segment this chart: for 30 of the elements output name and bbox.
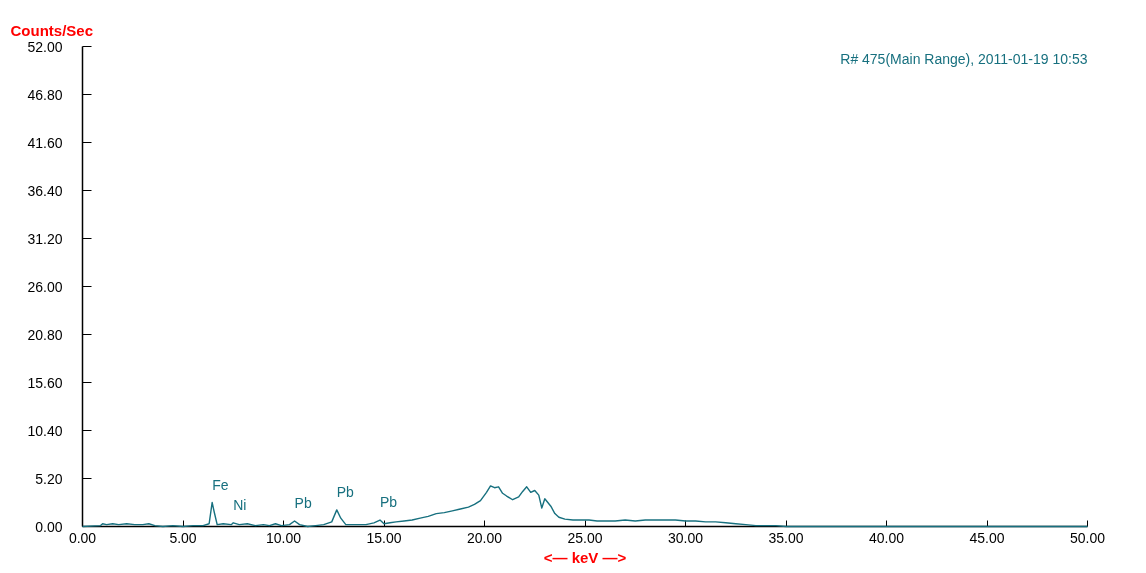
annotation: R# 475(Main Range), 2011-01-19 10:53 <box>840 50 1088 67</box>
x-tick-label: 30.00 <box>667 529 704 546</box>
y-tick-label: 0.00 <box>35 518 63 535</box>
x-tick-label: 0.00 <box>68 529 97 546</box>
x-axis-title: <— keV —> <box>543 548 627 566</box>
y-tick-label: 5.20 <box>35 470 63 487</box>
y-tick-label: 31.20 <box>27 230 63 247</box>
y-tick-label: 26.00 <box>27 278 63 295</box>
x-tick-label: 10.00 <box>265 529 302 546</box>
annotation: Pb <box>336 483 355 500</box>
y-tick-label: 15.60 <box>27 374 63 391</box>
y-tick-label: 52.00 <box>27 38 63 55</box>
y-tick-label: 36.40 <box>27 182 63 199</box>
annotation: Pb <box>379 494 398 511</box>
x-tick-label: 35.00 <box>768 529 804 546</box>
annotation: Pb <box>294 494 312 511</box>
y-tick-label: 10.40 <box>27 422 63 439</box>
x-tick-label: 5.00 <box>169 529 197 546</box>
y-axis-title: Counts/Sec <box>10 21 94 39</box>
x-tick-label: 15.00 <box>366 529 402 546</box>
x-tick-label: 40.00 <box>868 529 905 546</box>
y-tick-label: 41.60 <box>27 134 63 151</box>
x-tick-label: 50.00 <box>1069 529 1106 546</box>
y-tick-label: 20.80 <box>27 326 63 343</box>
annotation: Ni <box>233 496 247 513</box>
annotation: Fe <box>212 476 229 493</box>
x-tick-label: 20.00 <box>466 529 503 546</box>
x-tick-label: 25.00 <box>567 529 603 546</box>
x-tick-label: 45.00 <box>969 529 1005 546</box>
y-tick-label: 46.80 <box>27 86 63 103</box>
